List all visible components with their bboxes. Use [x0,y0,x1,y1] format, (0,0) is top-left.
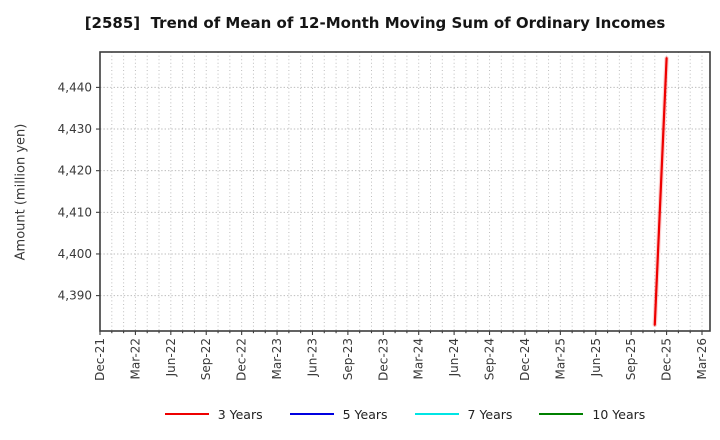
y-tick-label: 4,390 [58,289,92,303]
legend-item-7-years: 7 Years [414,406,513,422]
legend-label-7-years: 7 Years [467,406,513,422]
x-tick-label: Dec-21 [93,338,107,381]
x-tick-label: Mar-22 [128,338,142,379]
y-tick-label: 4,400 [58,247,92,261]
x-tick-label: Sep-22 [199,338,213,380]
legend-label-3-years: 3 Years [217,406,263,422]
legend-line-swatch-10-years [539,412,584,416]
x-tick-label: Sep-25 [624,338,638,380]
x-tick-label: Dec-25 [660,338,674,381]
x-tick-label: Mar-26 [695,338,709,379]
y-tick-label: 4,430 [58,122,92,136]
legend-line-swatch-3-years [164,412,209,416]
legend-line-swatch-5-years [289,412,334,416]
x-tick-label: Jun-22 [164,338,178,377]
legend-line-swatch-7-years [414,412,459,416]
series-line-3-years [653,57,668,326]
x-tick-label: Jun-24 [447,338,461,377]
legend-item-3-years: 3 Years [164,406,263,422]
legend-item-10-years: 10 Years [539,407,645,422]
legend: 3 Years 5 Years 7 Years 10 Years [100,404,710,424]
y-tick-label: 4,420 [58,164,92,178]
x-tick-label: Sep-23 [341,338,355,380]
x-tick-label: Dec-24 [518,338,532,381]
plot-border [99,51,711,332]
x-tick-label: Jun-25 [589,338,603,377]
y-tick-label: 4,410 [58,205,92,219]
x-tick-label: Jun-23 [305,338,319,377]
x-tick-label: Mar-23 [270,338,284,379]
legend-label-5-years: 5 Years [342,406,388,422]
x-tick-label: Sep-24 [483,338,497,380]
x-tick-label: Mar-25 [553,338,567,379]
legend-item-5-years: 5 Years [289,406,388,422]
x-tick-label: Dec-22 [235,338,249,381]
chart-title: [2585] Trend of Mean of 12-Month Moving … [84,14,666,32]
legend-label-10-years: 10 Years [592,406,646,422]
x-tick-label: Mar-24 [412,338,426,379]
y-tick-label: 4,440 [58,80,92,94]
x-tick-label: Dec-23 [376,338,390,381]
